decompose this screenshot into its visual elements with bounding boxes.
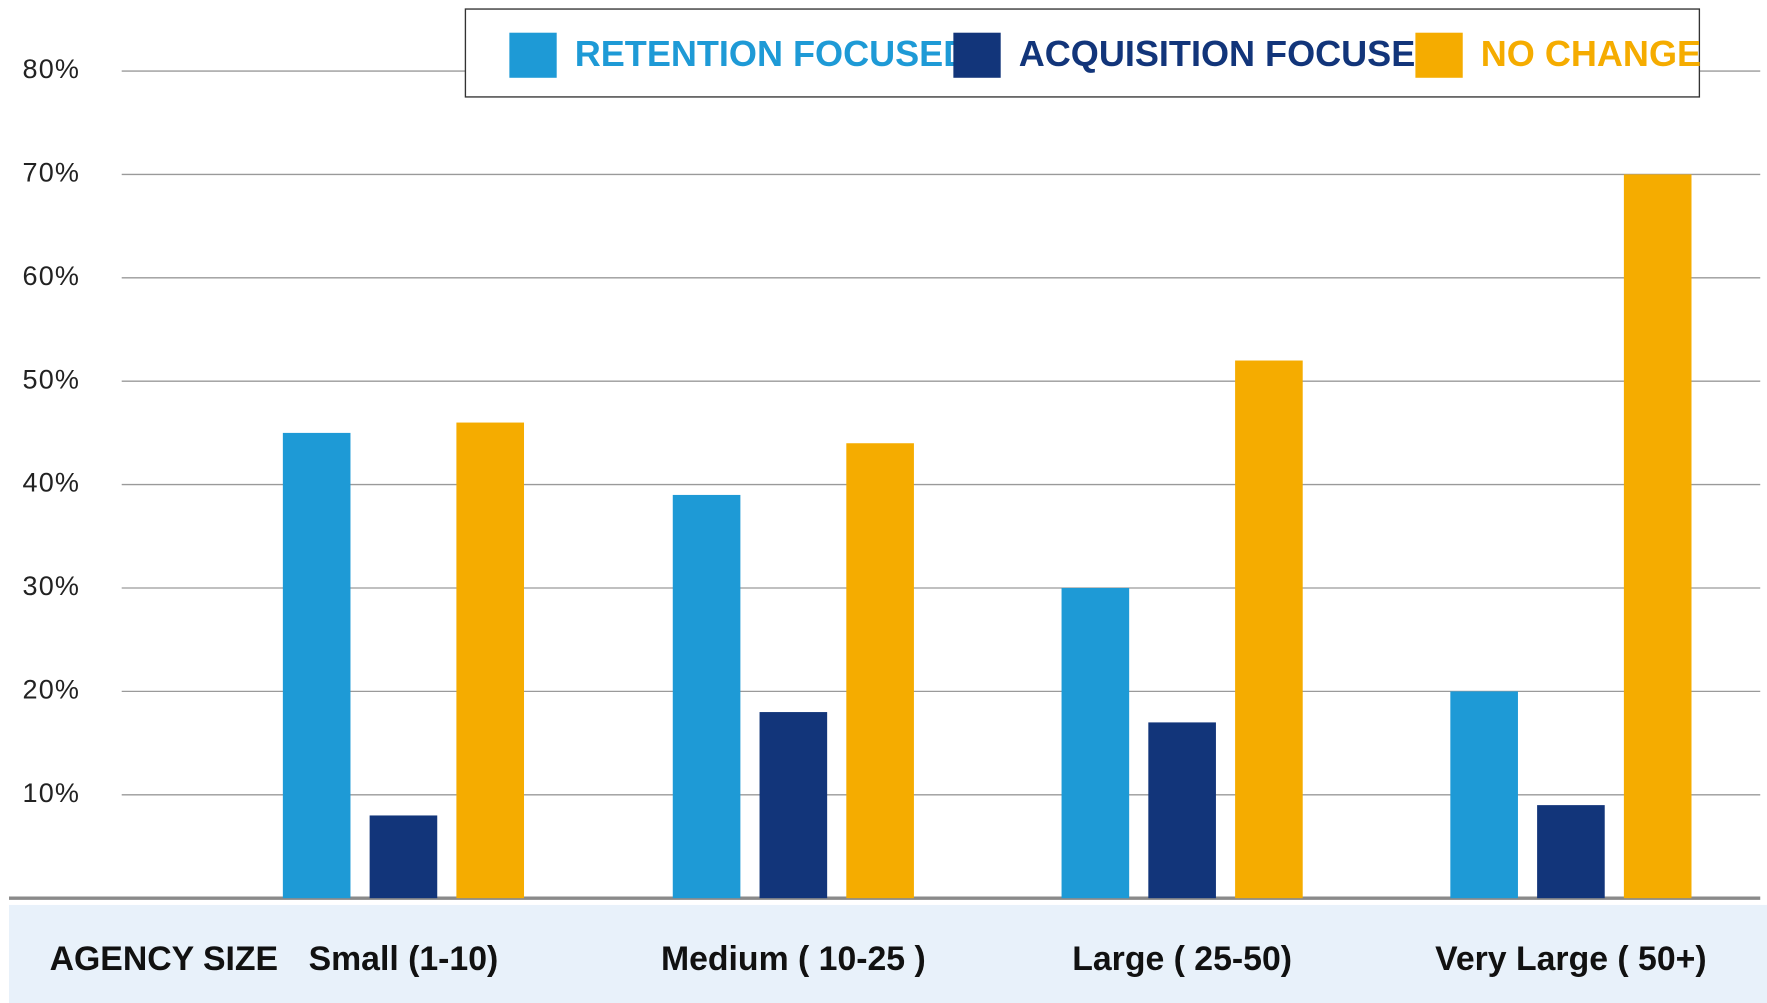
bar [1061, 587, 1130, 899]
x-tick-label: Very Large ( 50+) [1435, 940, 1706, 978]
y-tick-label: 60% [23, 261, 80, 291]
bar [456, 422, 525, 899]
legend-swatch [1415, 32, 1463, 78]
y-tick-label: 70% [23, 158, 80, 188]
x-tick-label: Large ( 25-50) [1072, 940, 1292, 978]
x-tick-label: Small (1-10) [309, 940, 499, 978]
x-axis-band [9, 904, 1767, 1003]
legend-label: ACQUISITION FOCUSED [1019, 33, 1442, 74]
legend-label: RETENTION FOCUSED [575, 33, 970, 74]
legend-box [464, 8, 1701, 98]
y-tick-label: 50% [23, 364, 80, 394]
x-tick-label: Medium ( 10-25 ) [661, 940, 926, 978]
bar [1450, 691, 1518, 899]
bar [672, 494, 741, 899]
legend-swatch [509, 32, 557, 78]
y-tick-label: 30% [23, 571, 80, 601]
bar [1148, 722, 1216, 899]
y-tick-label: 10% [23, 778, 80, 808]
bar [282, 432, 351, 899]
legend-label: NO CHANGE [1481, 33, 1701, 74]
bar [369, 815, 438, 899]
bar [759, 712, 828, 899]
bar [846, 443, 914, 899]
bar [1235, 360, 1303, 899]
legend-swatch [953, 32, 1001, 78]
y-tick-label: 40% [23, 468, 80, 498]
bar [1537, 805, 1605, 899]
x-axis-label: AGENCY SIZE [50, 940, 279, 978]
y-tick-label: 80% [23, 54, 80, 84]
y-tick-label: 20% [23, 675, 80, 705]
bar [1623, 174, 1692, 899]
